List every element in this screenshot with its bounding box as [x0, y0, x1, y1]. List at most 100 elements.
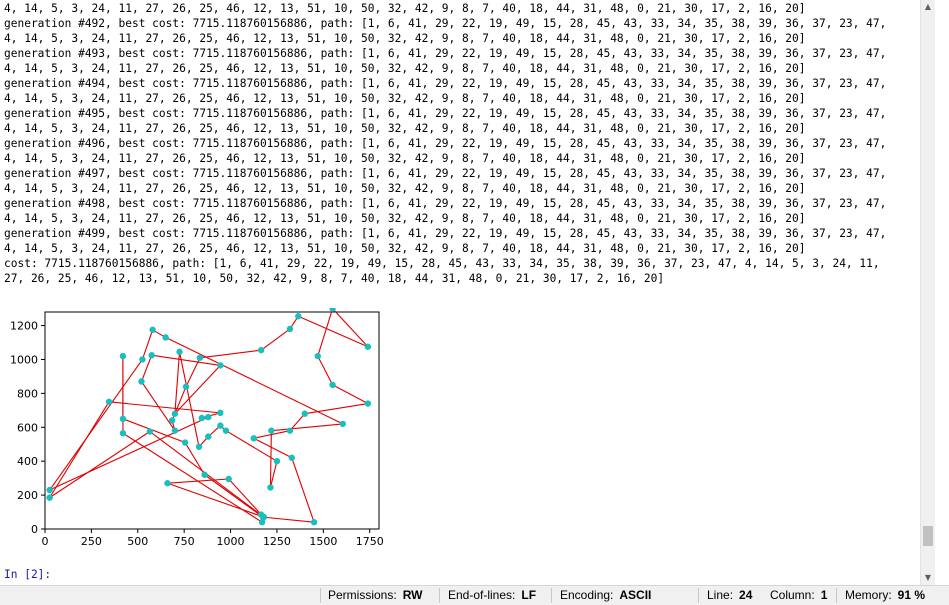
city-point: [171, 427, 179, 434]
route-segment: [141, 329, 154, 360]
console-line: 4, 14, 5, 3, 24, 11, 27, 26, 25, 46, 12,…: [4, 32, 806, 45]
route-segment: [140, 355, 153, 382]
city-point: [164, 480, 171, 487]
console-line: generation #498, best cost: 7715.1187601…: [4, 197, 887, 210]
city-point: [364, 400, 372, 407]
route-segment: [174, 365, 221, 415]
city-point: [288, 454, 295, 461]
console-line: generation #497, best cost: 7715.1187601…: [4, 167, 887, 180]
x-tick-label: 1500: [309, 535, 337, 548]
city-point: [257, 346, 265, 354]
city-point: [201, 471, 208, 478]
vertical-scrollbar[interactable]: ▲ ▼: [920, 0, 935, 585]
console-line: 4, 14, 5, 3, 24, 11, 27, 26, 25, 46, 12,…: [4, 182, 806, 195]
console-line: 4, 14, 5, 3, 24, 11, 27, 26, 25, 46, 12,…: [4, 62, 806, 75]
route-segment: [122, 418, 186, 444]
console-output: 4, 14, 5, 3, 24, 11, 27, 26, 25, 46, 12,…: [4, 1, 935, 286]
route-segment: [332, 384, 369, 405]
status-column: Column: 1: [770, 588, 827, 603]
city-point: [222, 427, 230, 434]
route-segment: [49, 431, 151, 499]
console-line: generation #492, best cost: 7715.1187601…: [4, 17, 887, 30]
city-point: [301, 410, 308, 417]
memory-value: 91 %: [897, 588, 926, 602]
city-point: [162, 334, 169, 341]
city-point: [310, 519, 318, 526]
city-point: [119, 415, 127, 423]
status-divider: [698, 588, 699, 603]
route-segment: [269, 430, 272, 488]
city-point: [149, 326, 156, 334]
y-tick-label: 800: [17, 387, 38, 400]
city-point: [198, 414, 205, 422]
x-tick-label: 500: [127, 535, 148, 548]
route-segment: [225, 430, 278, 462]
scroll-up-arrow-icon[interactable]: ▲: [924, 2, 932, 11]
eol-value: LF: [521, 588, 537, 602]
city-point: [176, 348, 183, 356]
line-label: Line:: [707, 588, 734, 602]
x-tick-label: 250: [81, 535, 102, 548]
encoding-label: Encoding:: [560, 588, 614, 602]
route-segment: [122, 432, 263, 523]
route-segment: [260, 328, 291, 351]
status-divider: [439, 588, 440, 603]
city-point: [329, 308, 336, 312]
route-segment: [269, 461, 278, 488]
x-tick-label: 1750: [356, 535, 384, 548]
city-point: [268, 427, 275, 434]
status-divider: [836, 588, 837, 603]
scroll-down-arrow-icon[interactable]: ▼: [924, 573, 932, 582]
encoding-value: ASCII: [619, 588, 652, 602]
route-segment: [291, 457, 315, 523]
route-segment: [199, 349, 262, 359]
city-point: [182, 383, 190, 390]
plot-axes-frame: [44, 311, 380, 530]
city-point: [138, 378, 145, 385]
line-value: 24: [739, 588, 753, 602]
status-divider: [551, 588, 552, 603]
permissions-label: Permissions:: [328, 588, 397, 602]
y-tick-label: 1200: [10, 320, 38, 333]
x-tick-label: 750: [174, 535, 195, 548]
y-tick-label: 200: [17, 489, 38, 502]
console-line: generation #493, best cost: 7715.1187601…: [4, 47, 887, 60]
city-point: [105, 398, 113, 406]
route-segment: [49, 401, 110, 498]
console-line: generation #495, best cost: 7715.1187601…: [4, 107, 887, 120]
city-point: [146, 428, 154, 435]
route-segment: [108, 401, 221, 414]
city-point: [119, 430, 127, 437]
ipython-console[interactable]: 4, 14, 5, 3, 24, 11, 27, 26, 25, 46, 12,…: [0, 0, 935, 585]
console-line: 4, 14, 5, 3, 24, 11, 27, 26, 25, 46, 12,…: [4, 92, 806, 105]
city-point: [217, 362, 224, 369]
console-line: generation #496, best cost: 7715.1187601…: [4, 137, 887, 150]
route-segment: [298, 315, 369, 348]
route-segment: [317, 308, 334, 357]
console-line: 4, 14, 5, 3, 24, 11, 27, 26, 25, 46, 12,…: [4, 242, 806, 255]
console-line: 4, 14, 5, 3, 24, 11, 27, 26, 25, 46, 12,…: [4, 2, 806, 15]
console-line: generation #494, best cost: 7715.1187601…: [4, 77, 887, 90]
route-segment: [271, 423, 343, 432]
scrollbar-thumb[interactable]: [923, 526, 933, 546]
city-point: [205, 433, 212, 440]
route-segment: [253, 430, 291, 439]
route-segment: [49, 359, 143, 491]
city-point: [181, 439, 189, 446]
city-point: [267, 484, 274, 491]
route-segment: [304, 403, 368, 415]
eol-label: End-of-lines:: [448, 588, 516, 602]
column-label: Column:: [770, 588, 815, 602]
x-tick-label: 1000: [217, 535, 245, 548]
status-encoding: Encoding: ASCII: [560, 588, 651, 603]
x-tick-label: 1250: [263, 535, 291, 548]
status-bar: Permissions: RW End-of-lines: LF Encoding:…: [0, 585, 949, 605]
console-line: generation #499, best cost: 7715.1187601…: [4, 227, 887, 240]
city-point: [196, 354, 204, 361]
memory-label: Memory:: [845, 588, 892, 602]
city-point: [217, 422, 224, 429]
city-point: [273, 457, 281, 465]
city-point: [195, 443, 203, 450]
input-prompt[interactable]: In [2]:: [4, 568, 52, 581]
status-line: Line: 24: [707, 588, 752, 603]
